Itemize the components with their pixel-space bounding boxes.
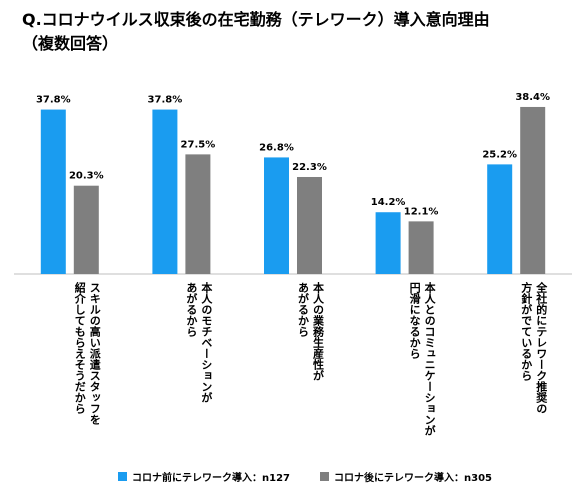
- category-label-3-0: 本人とのコミュニケーションが: [423, 281, 436, 436]
- data-label-after-2: 22.3%: [292, 162, 327, 173]
- legend-label-after: コロナ後にテレワーク導入：n305: [334, 473, 492, 484]
- category-label-2-0: 本人の業務生産性が: [312, 281, 326, 381]
- chart-title-line2: （複数回答）: [22, 34, 119, 53]
- data-label-before-1: 37.8%: [148, 95, 183, 106]
- category-label-1-0: 本人のモチベーションが: [200, 281, 213, 403]
- category-label-0-0: スキルの高い派遣スタッフを: [88, 282, 101, 426]
- bar-after-4: [520, 106, 546, 275]
- legend-label-before: コロナ前にテレワーク導入：n127: [132, 473, 290, 484]
- legend: コロナ前にテレワーク導入：n127 コロナ後にテレワーク導入：n305: [118, 469, 492, 484]
- data-label-before-0: 37.8%: [36, 95, 71, 106]
- bar-before-4: [487, 164, 513, 274]
- data-label-before-2: 26.8%: [259, 142, 294, 153]
- bar-before-1: [152, 109, 178, 274]
- data-label-after-4: 38.4%: [515, 92, 550, 103]
- data-label-after-3: 12.1%: [404, 206, 439, 217]
- legend-item-after: コロナ後にテレワーク導入：n305: [320, 469, 492, 484]
- category-label-3-1: 円滑になるから: [408, 282, 421, 359]
- bar-after-2: [297, 176, 322, 274]
- legend-swatch-before: [118, 472, 127, 481]
- data-label-before-3: 14.2%: [371, 197, 406, 208]
- bar-before-0: [40, 109, 66, 274]
- category-label-0-1: 紹介してもらえそうだから: [73, 281, 87, 414]
- bar-before-3: [375, 212, 401, 274]
- data-label-after-0: 20.3%: [69, 171, 104, 182]
- bar-before-2: [264, 157, 289, 274]
- chart-title: Q.コロナウイルス収束後の在宅勤務（テレワーク）導入意向理由 （複数回答）: [22, 8, 572, 56]
- category-label-4-0: 全社的にテレワーク推奨の: [535, 281, 549, 414]
- bar-after-1: [185, 154, 211, 274]
- legend-swatch-after: [320, 472, 329, 481]
- category-label-1-1: あがるから: [185, 282, 198, 337]
- data-label-after-1: 27.5%: [181, 139, 216, 150]
- bar-after-0: [73, 185, 99, 274]
- data-label-before-4: 25.2%: [482, 149, 517, 160]
- legend-item-before: コロナ前にテレワーク導入：n127: [118, 469, 290, 484]
- category-label-4-1: 方針がでているから: [520, 281, 533, 381]
- chart-title-line1: Q.コロナウイルス収束後の在宅勤務（テレワーク）導入意向理由: [22, 10, 490, 29]
- category-label-2-1: あがるから: [297, 282, 310, 337]
- bar-after-3: [408, 221, 434, 274]
